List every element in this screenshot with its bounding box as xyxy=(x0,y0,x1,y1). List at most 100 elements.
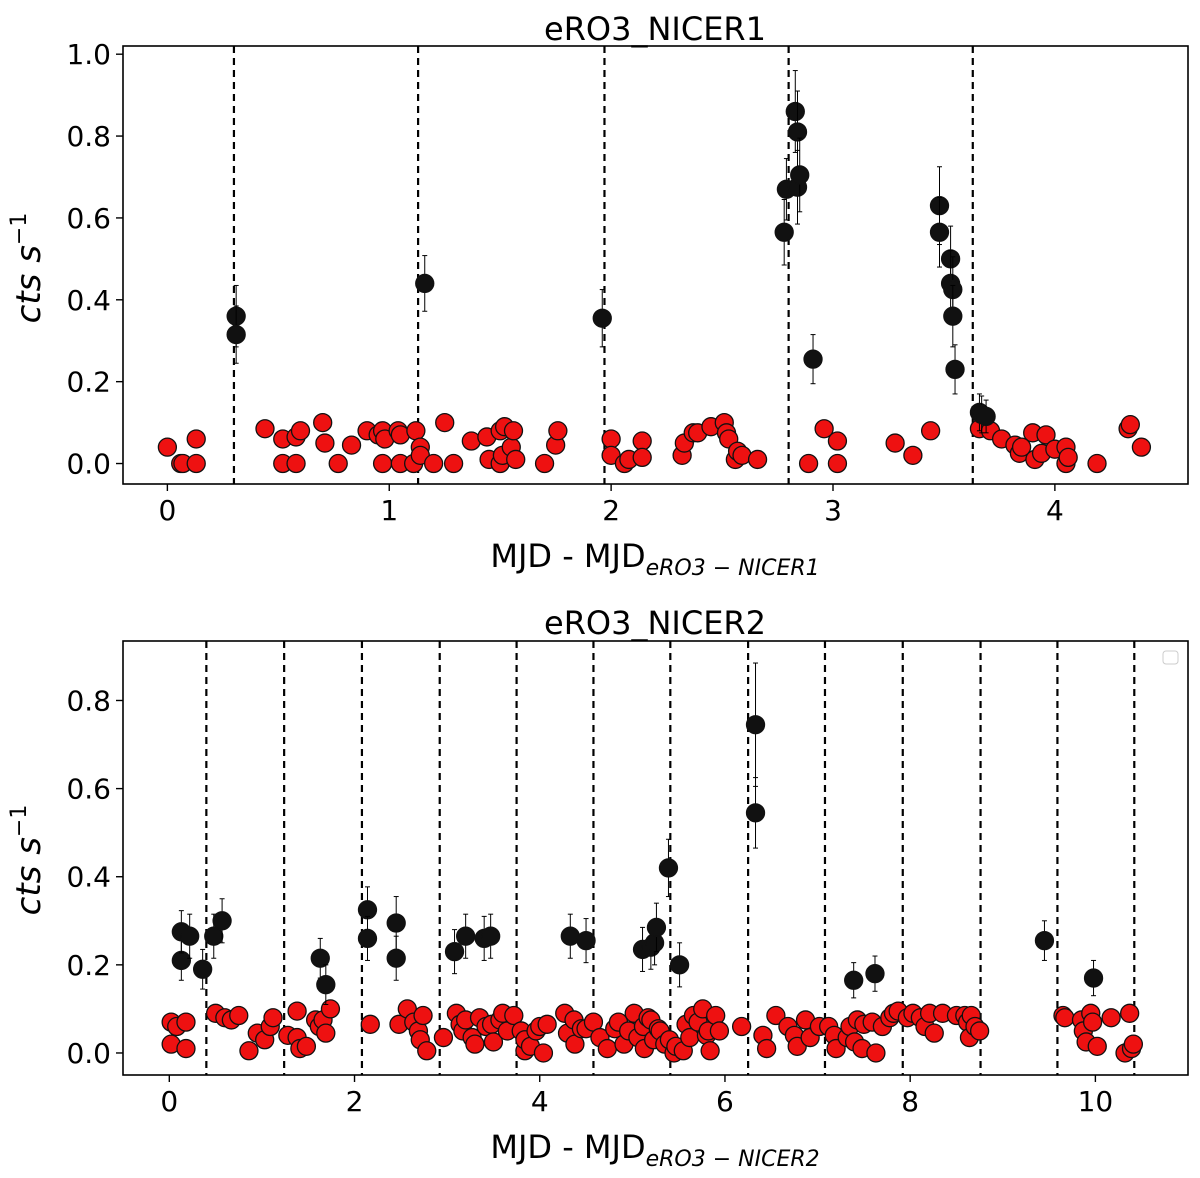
data-point xyxy=(239,1041,259,1061)
x-tick-label: 2 xyxy=(602,494,620,527)
x-tick-label: 4 xyxy=(531,1085,549,1118)
y-axis-label-superscript: −1 xyxy=(7,805,32,837)
data-point xyxy=(1058,447,1078,468)
data-point xyxy=(537,1014,557,1034)
data-point xyxy=(406,421,426,441)
x-tick-label: 0 xyxy=(158,494,176,527)
data-point xyxy=(646,917,667,938)
x-axis-label-main: MJD - MJD xyxy=(490,537,645,575)
data-point xyxy=(443,453,464,474)
y-tick-label: 0.0 xyxy=(66,1037,111,1070)
data-point xyxy=(290,421,311,441)
data-point xyxy=(785,101,805,122)
y-tick-label: 0.8 xyxy=(66,120,111,153)
y-tick-label: 0.8 xyxy=(66,684,111,717)
data-point xyxy=(945,359,965,380)
panel-eRO3-NICER2: eRO3_NICER2 MJD - MJDeRO3 − NICER2 cts s… xyxy=(7,604,1189,1172)
data-point xyxy=(287,1001,307,1021)
data-point xyxy=(885,433,905,453)
data-point xyxy=(386,913,406,933)
y-axis-label-superscript: −1 xyxy=(7,213,32,245)
data-point xyxy=(924,1023,944,1043)
data-point xyxy=(745,715,766,735)
data-point xyxy=(433,1027,454,1048)
data-point xyxy=(798,453,819,474)
data-point xyxy=(341,435,362,455)
data-point xyxy=(313,412,333,433)
data-point xyxy=(316,1023,336,1043)
legend-box xyxy=(1162,650,1179,665)
data-point xyxy=(263,1008,283,1028)
data-point xyxy=(186,429,206,449)
data-point xyxy=(310,948,330,968)
x-axis-label: MJD - MJDeRO3 − NICER1 xyxy=(490,537,819,581)
x-axis-label-main: MJD - MJD xyxy=(490,1128,645,1166)
data-point xyxy=(920,421,941,441)
data-point xyxy=(1120,1003,1140,1023)
data-point xyxy=(286,453,306,474)
data-point xyxy=(1083,968,1104,988)
data-point xyxy=(658,858,679,878)
data-point xyxy=(413,1005,433,1026)
data-point xyxy=(316,975,336,995)
data-point xyxy=(827,431,848,451)
chart-title: eRO3_NICER2 xyxy=(544,604,766,642)
x-axis-label-subscript: eRO3 − NICER1 xyxy=(646,556,820,581)
data-point xyxy=(192,959,213,979)
x-axis-label-subscript: eRO3 − NICER2 xyxy=(646,1147,820,1172)
plot-frame xyxy=(122,45,1189,485)
x-tick-label: 4 xyxy=(1046,494,1064,527)
data-point xyxy=(1011,437,1032,457)
data-point xyxy=(548,421,568,441)
data-point xyxy=(444,941,465,962)
data-point xyxy=(212,911,232,931)
data-point xyxy=(709,1021,730,1041)
data-point xyxy=(766,1005,786,1026)
data-point xyxy=(171,950,191,971)
data-point xyxy=(827,453,848,474)
data-point xyxy=(1120,414,1140,435)
data-point xyxy=(774,222,794,242)
data-point xyxy=(756,1038,777,1059)
data-point xyxy=(229,1005,249,1026)
data-point xyxy=(1082,1012,1103,1032)
data-point xyxy=(1123,1034,1144,1054)
data-point xyxy=(745,803,766,823)
data-point xyxy=(1036,425,1056,445)
data-point xyxy=(1087,453,1107,474)
data-point xyxy=(601,429,621,449)
plot-frame xyxy=(122,640,1189,1076)
data-point xyxy=(435,412,455,433)
y-tick-label: 0.0 xyxy=(66,448,111,481)
data-point xyxy=(296,1036,317,1057)
y-axis-label: cts s−1 xyxy=(7,805,49,916)
series-low-state xyxy=(161,999,1144,1063)
data-point xyxy=(504,1005,524,1026)
y-tick-label: 0.2 xyxy=(66,949,111,982)
y-tick-label: 0.2 xyxy=(66,366,111,399)
data-point xyxy=(186,453,206,474)
x-tick-label: 6 xyxy=(716,1085,734,1118)
data-point xyxy=(844,970,864,990)
data-point xyxy=(386,948,406,968)
x-tick-label: 2 xyxy=(346,1085,364,1118)
data-point xyxy=(180,926,200,946)
data-point xyxy=(787,122,808,142)
x-tick-label: 0 xyxy=(160,1085,178,1118)
data-point xyxy=(328,453,348,474)
y-tick-label: 0.6 xyxy=(66,202,111,235)
data-point xyxy=(1101,1008,1121,1028)
data-point xyxy=(465,1034,485,1054)
data-point xyxy=(747,449,768,470)
data-point xyxy=(592,308,612,328)
data-point xyxy=(533,1043,554,1063)
data-point xyxy=(357,928,378,949)
data-point xyxy=(1131,437,1152,457)
series-low-state xyxy=(157,412,1152,474)
y-tick-label: 1.0 xyxy=(66,38,111,71)
data-point xyxy=(1034,930,1055,951)
data-point xyxy=(204,926,224,946)
y-axis-label: cts s−1 xyxy=(7,213,49,324)
data-point xyxy=(506,449,526,470)
data-point xyxy=(176,1012,196,1032)
